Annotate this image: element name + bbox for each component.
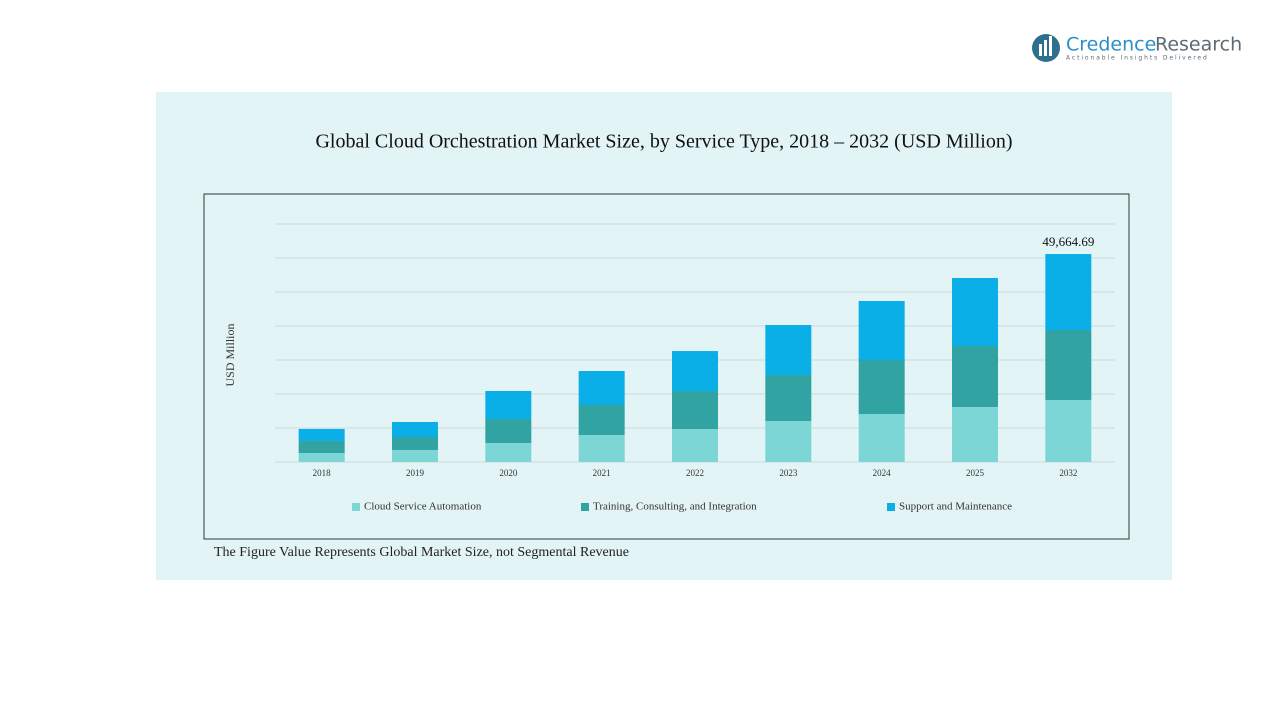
x-tick-label: 2024 bbox=[873, 468, 892, 478]
bar-segment bbox=[392, 422, 438, 438]
x-tick-label: 2021 bbox=[593, 468, 611, 478]
legend-label: Cloud Service Automation bbox=[364, 501, 482, 513]
bar-segment bbox=[578, 371, 625, 406]
x-tick-label: 2019 bbox=[406, 468, 425, 478]
bar-segment bbox=[1045, 329, 1092, 400]
legend-label: Training, Consulting, and Integration bbox=[593, 501, 757, 513]
note: The Figure Value Represents Global Marke… bbox=[214, 545, 629, 560]
x-tick-label: 2020 bbox=[499, 468, 518, 478]
data-label: 49,664.69 bbox=[1042, 234, 1094, 249]
bar-segment bbox=[1045, 399, 1092, 462]
legend-label: Support and Maintenance bbox=[899, 501, 1012, 513]
bar-segment bbox=[485, 442, 532, 462]
bar-segment bbox=[1045, 254, 1092, 330]
y-axis-label: USD Million bbox=[223, 323, 237, 386]
bar-segment bbox=[578, 434, 625, 462]
legend-swatch bbox=[581, 503, 589, 511]
legend-swatch bbox=[887, 503, 895, 511]
logo-brand-suffix: Research bbox=[1155, 34, 1242, 56]
x-tick-label: 2022 bbox=[686, 468, 704, 478]
logo-icon-bar bbox=[1039, 44, 1042, 56]
x-tick-label: 2032 bbox=[1059, 468, 1077, 478]
bar-segment bbox=[952, 278, 998, 347]
bar-segment bbox=[392, 449, 438, 462]
bar-segment bbox=[298, 428, 345, 441]
panel bbox=[156, 92, 1172, 580]
bar-segment bbox=[672, 391, 718, 430]
bar-segment bbox=[298, 440, 345, 453]
logo-icon-bar bbox=[1049, 36, 1052, 56]
bar-segment bbox=[765, 375, 812, 422]
x-tick-label: 2023 bbox=[779, 468, 798, 478]
bar-segment bbox=[298, 452, 345, 462]
bar-segment bbox=[952, 346, 998, 408]
logo: Credence Research Actionable Insights De… bbox=[1032, 34, 1242, 62]
bar-segment bbox=[858, 301, 905, 360]
bar-segment bbox=[672, 351, 718, 392]
plot-frame bbox=[203, 193, 1130, 540]
chart-title: Global Cloud Orchestration Market Size, … bbox=[315, 131, 1012, 153]
bar-segment bbox=[485, 418, 532, 443]
bar-segment bbox=[392, 437, 438, 450]
bar-segment bbox=[765, 325, 812, 376]
bar-segment bbox=[858, 360, 905, 415]
bar-segment bbox=[578, 405, 625, 435]
logo-brand: Credence bbox=[1066, 34, 1156, 56]
logo-tagline: Actionable Insights Delivered bbox=[1066, 55, 1209, 62]
bar-segment bbox=[672, 429, 718, 462]
bar-segment bbox=[952, 407, 998, 462]
legend-swatch bbox=[352, 503, 360, 511]
bar-segment bbox=[765, 421, 812, 462]
bar-segment bbox=[485, 390, 532, 419]
x-tick-label: 2025 bbox=[966, 468, 985, 478]
logo-icon-bar bbox=[1044, 40, 1047, 56]
x-tick-label: 2018 bbox=[313, 468, 332, 478]
bar-segment bbox=[858, 414, 905, 462]
